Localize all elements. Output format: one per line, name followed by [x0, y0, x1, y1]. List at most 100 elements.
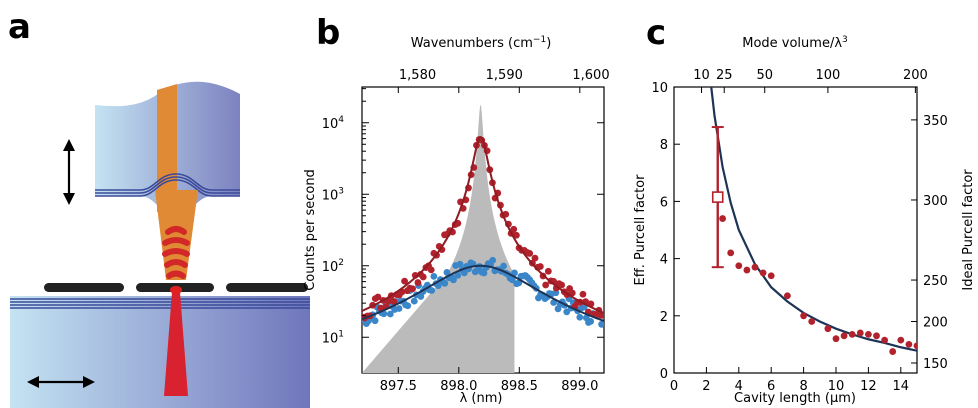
b-blue-point [410, 297, 418, 305]
cavity-cone [155, 190, 198, 280]
b-y-ticks: 101 102 103 104 [322, 88, 604, 346]
c-x-tick-label: 6 [767, 379, 775, 394]
b-blue-point [587, 317, 595, 325]
c-right-y-tick-label: 350 [923, 114, 948, 129]
c-theory-curve [710, 87, 917, 352]
c-data-point [743, 266, 751, 274]
c-data-point [856, 329, 864, 337]
c-top-axis-label: Mode volume/λ3 [742, 35, 848, 51]
panel-a: a [8, 7, 310, 408]
c-x-tick-label: 4 [735, 379, 743, 394]
b-red-point [598, 311, 604, 319]
c-right-y-tick-label: 300 [923, 194, 948, 209]
b-blue-point [404, 302, 412, 310]
b-red-point [385, 297, 393, 305]
b-red-point [374, 293, 382, 301]
b-x-tick-label: 898.5 [501, 379, 538, 394]
c-top-ticks: 10 25 50 100 200 [693, 68, 928, 93]
b-blue-point [430, 272, 438, 280]
b-blue-point [386, 310, 394, 318]
b-red-point [531, 254, 539, 262]
panel-label-c: c [646, 13, 666, 53]
c-y-tick-label: 10 [651, 81, 668, 96]
b-red-point [401, 277, 408, 285]
c-data-point [873, 332, 880, 340]
b-top-tick-label: 1,600 [572, 68, 609, 83]
b-red-point [542, 281, 550, 289]
c-top-tick-label: 25 [716, 68, 733, 83]
c-y-tick-label: 0 [660, 367, 668, 382]
b-plot-area [362, 104, 604, 373]
c-x-tick-label: 10 [828, 379, 845, 394]
c-plot-area [710, 87, 917, 355]
fiber-mirror-coating [95, 173, 240, 197]
b-red-fit [362, 135, 604, 314]
c-right-y-axis-label: Ideal Purcell factor [961, 169, 976, 291]
c-data-point [848, 330, 856, 338]
c-top-tick-label: 50 [756, 68, 773, 83]
b-red-point [526, 250, 534, 257]
b-red-point [510, 225, 518, 233]
c-x-tick-label: 14 [893, 379, 910, 394]
c-x-tick-label: 8 [799, 379, 807, 394]
c-data-point [735, 262, 743, 270]
substrate-mirror [10, 298, 310, 309]
b-x-tick-label: 898.0 [440, 379, 477, 394]
c-right-y-ticks: 150 200 250 300 350 [911, 114, 948, 372]
b-red-point [419, 273, 427, 281]
c-right-y-tick-label: 150 [923, 357, 948, 372]
c-data-point [719, 215, 726, 222]
c-data-point [767, 272, 775, 280]
b-red-point [414, 279, 422, 286]
b-blue-point [576, 313, 584, 321]
c-marker-square [711, 191, 724, 203]
b-y-axis-label: Counts per second [303, 169, 318, 291]
b-blue-point [441, 279, 449, 287]
b-red-point [377, 304, 385, 312]
laser-beam [164, 292, 188, 396]
c-data-point [808, 318, 816, 325]
cavity-mode [162, 226, 190, 279]
c-top-tick-label: 10 [693, 68, 710, 83]
c-x-tick-label: 2 [702, 379, 710, 394]
c-plot-frame [673, 86, 918, 374]
c-series-group [710, 87, 917, 355]
c-data-point [865, 330, 872, 338]
b-blue-point [371, 317, 379, 325]
b-red-point [544, 267, 552, 275]
b-y-tick-label: 104 [322, 115, 345, 132]
b-blue-fit [362, 264, 604, 322]
b-blue-point [480, 269, 488, 277]
emitter [170, 286, 182, 294]
c-data-point [913, 342, 917, 350]
c-y-ticks: 0 2 4 6 8 10 [651, 81, 680, 382]
c-right-y-tick-label: 200 [923, 316, 948, 331]
b-blue-point [500, 262, 507, 270]
c-x-ticks: 0 2 4 6 8 10 12 14 [670, 367, 909, 394]
c-y-axis-label: Eff. Purcell factor [633, 174, 648, 286]
c-data-point [751, 263, 759, 271]
c-y-tick-label: 8 [660, 138, 668, 153]
vertical-arrow [63, 139, 75, 205]
b-blue-point [460, 269, 468, 277]
c-x-tick-label: 12 [860, 379, 877, 394]
c-y-tick-label: 4 [660, 253, 668, 268]
b-blue-point [456, 260, 464, 268]
b-y-tick-label: 101 [322, 329, 344, 346]
panel-label-b: b [316, 13, 340, 53]
c-x-axis-label: Cavity length (μm) [734, 391, 856, 406]
c-data-point [800, 312, 807, 320]
b-x-tick-label: 897.5 [380, 379, 417, 394]
b-red-point [536, 263, 544, 270]
c-data-point [784, 292, 791, 300]
b-red-point [512, 231, 520, 239]
b-top-tick-label: 1,580 [399, 68, 436, 83]
c-data-point [727, 249, 735, 257]
b-series-group [362, 104, 604, 373]
c-data-point [905, 341, 913, 348]
b-blue-point [508, 276, 516, 284]
fiber-tip [95, 196, 240, 215]
b-blue-point [511, 269, 518, 277]
b-x-tick-label: 899.0 [561, 379, 598, 394]
